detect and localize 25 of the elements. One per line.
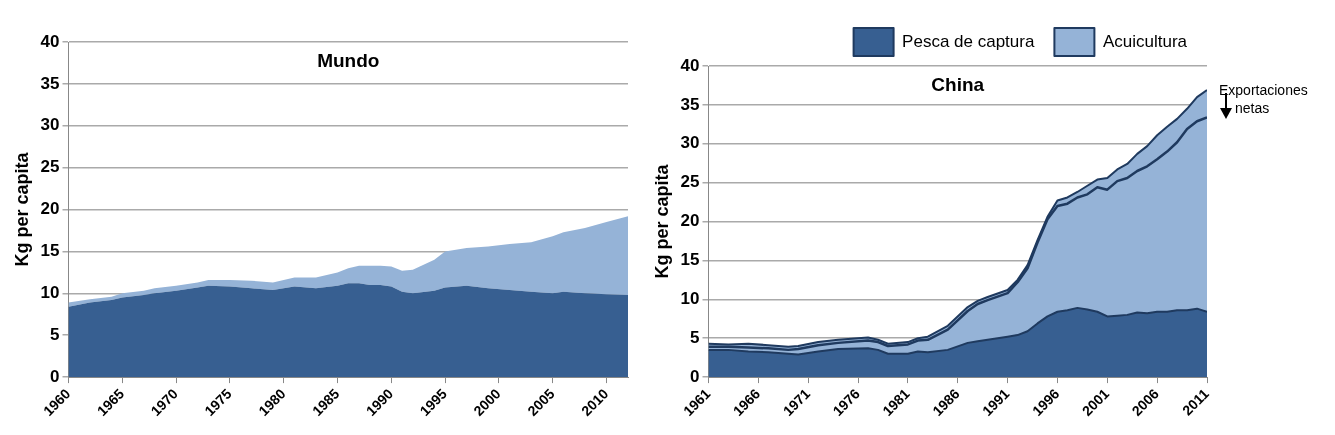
- annotation: Exportaciones netas: [1219, 81, 1308, 116]
- y-tick-label: 15: [680, 250, 700, 270]
- y-axis-title: Kg per capita: [651, 163, 672, 279]
- y-tick-label: 40: [40, 31, 60, 51]
- y-tick-label: 35: [40, 73, 60, 93]
- y-tick-label: 25: [40, 157, 60, 177]
- y-tick-label: 0: [690, 366, 700, 386]
- chart-title: China: [931, 73, 985, 95]
- legend-label: Pesca de captura: [902, 31, 1035, 51]
- chart-title: Mundo: [317, 49, 380, 71]
- legend-label: Acuicultura: [1102, 31, 1188, 51]
- y-tick-label: 20: [40, 199, 60, 219]
- y-tick-label: 10: [40, 283, 60, 303]
- y-tick-label: 15: [40, 241, 60, 261]
- y-tick-label: 35: [680, 94, 700, 114]
- y-tick-label: 5: [50, 324, 60, 344]
- y-tick-label: 0: [50, 366, 60, 386]
- y-tick-label: 30: [40, 115, 60, 135]
- y-tick-label: 25: [680, 172, 700, 192]
- y-axis-title: Kg per capita: [11, 151, 32, 267]
- y-tick-label: 30: [680, 133, 700, 153]
- y-tick-label: 40: [680, 55, 700, 75]
- y-tick-label: 10: [680, 289, 700, 309]
- y-tick-label: 5: [690, 327, 700, 347]
- y-tick-label: 20: [680, 211, 700, 231]
